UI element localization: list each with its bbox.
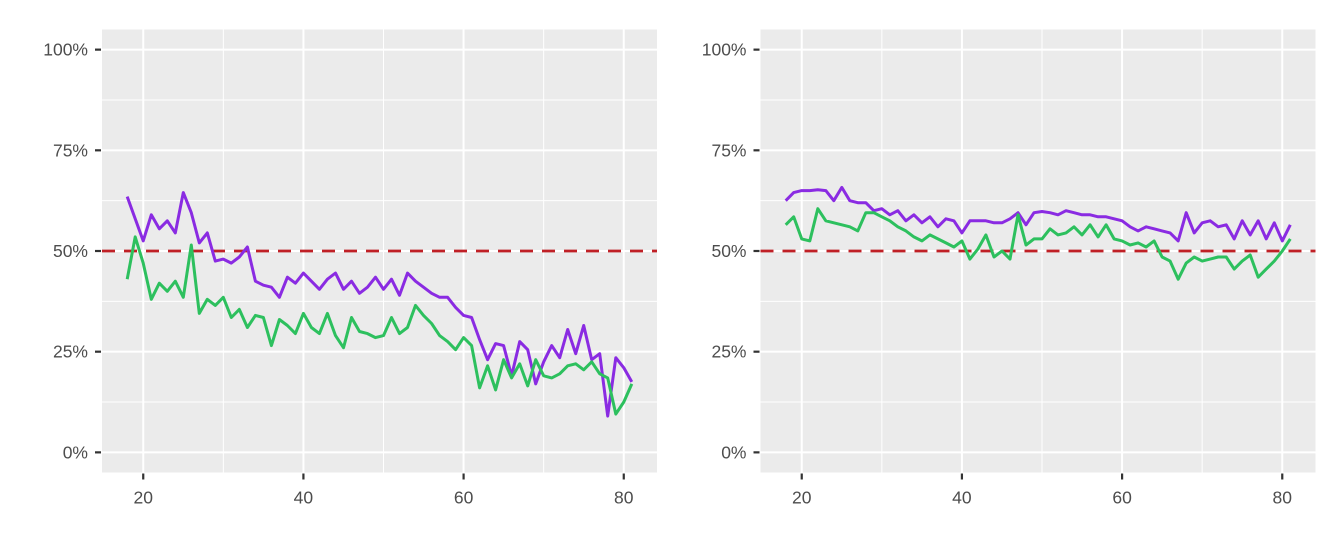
x-axis-tick-label: 80: [614, 488, 634, 508]
purple-series-line: [784, 185, 1292, 243]
y-axis-tick-label: 75%: [53, 140, 88, 160]
right-chart-panel: 0% 25% 50% 75% 100% 20 40 60 80: [702, 29, 1316, 508]
x-axis-tick-label: 60: [454, 488, 474, 508]
x-axis-tick-label: 40: [952, 488, 972, 508]
green-series-line: [784, 207, 1292, 281]
y-axis-tick-label: 25%: [711, 342, 746, 362]
y-axis-tick-label: 75%: [711, 140, 746, 160]
x-axis-tick-label: 80: [1273, 488, 1293, 508]
y-axis-tick-label: 0%: [721, 442, 746, 462]
x-axis-tick-label: 40: [294, 488, 314, 508]
y-axis-tick-label: 0%: [63, 442, 88, 462]
x-axis-tick-label: 60: [1112, 488, 1132, 508]
y-axis-tick-label: 50%: [53, 241, 88, 261]
green-series-line: [125, 235, 634, 416]
y-axis-tick-label: 100%: [702, 40, 747, 60]
y-axis-tick-label: 100%: [43, 40, 88, 60]
left-chart-panel: 0% 25% 50% 75% 100% 20 40 60 80: [43, 29, 657, 508]
x-axis-tick-label: 20: [792, 488, 812, 508]
purple-series-line: [125, 191, 634, 418]
y-axis-tick-label: 50%: [711, 241, 746, 261]
x-axis-tick-label: 20: [134, 488, 154, 508]
y-axis-tick-label: 25%: [53, 342, 88, 362]
